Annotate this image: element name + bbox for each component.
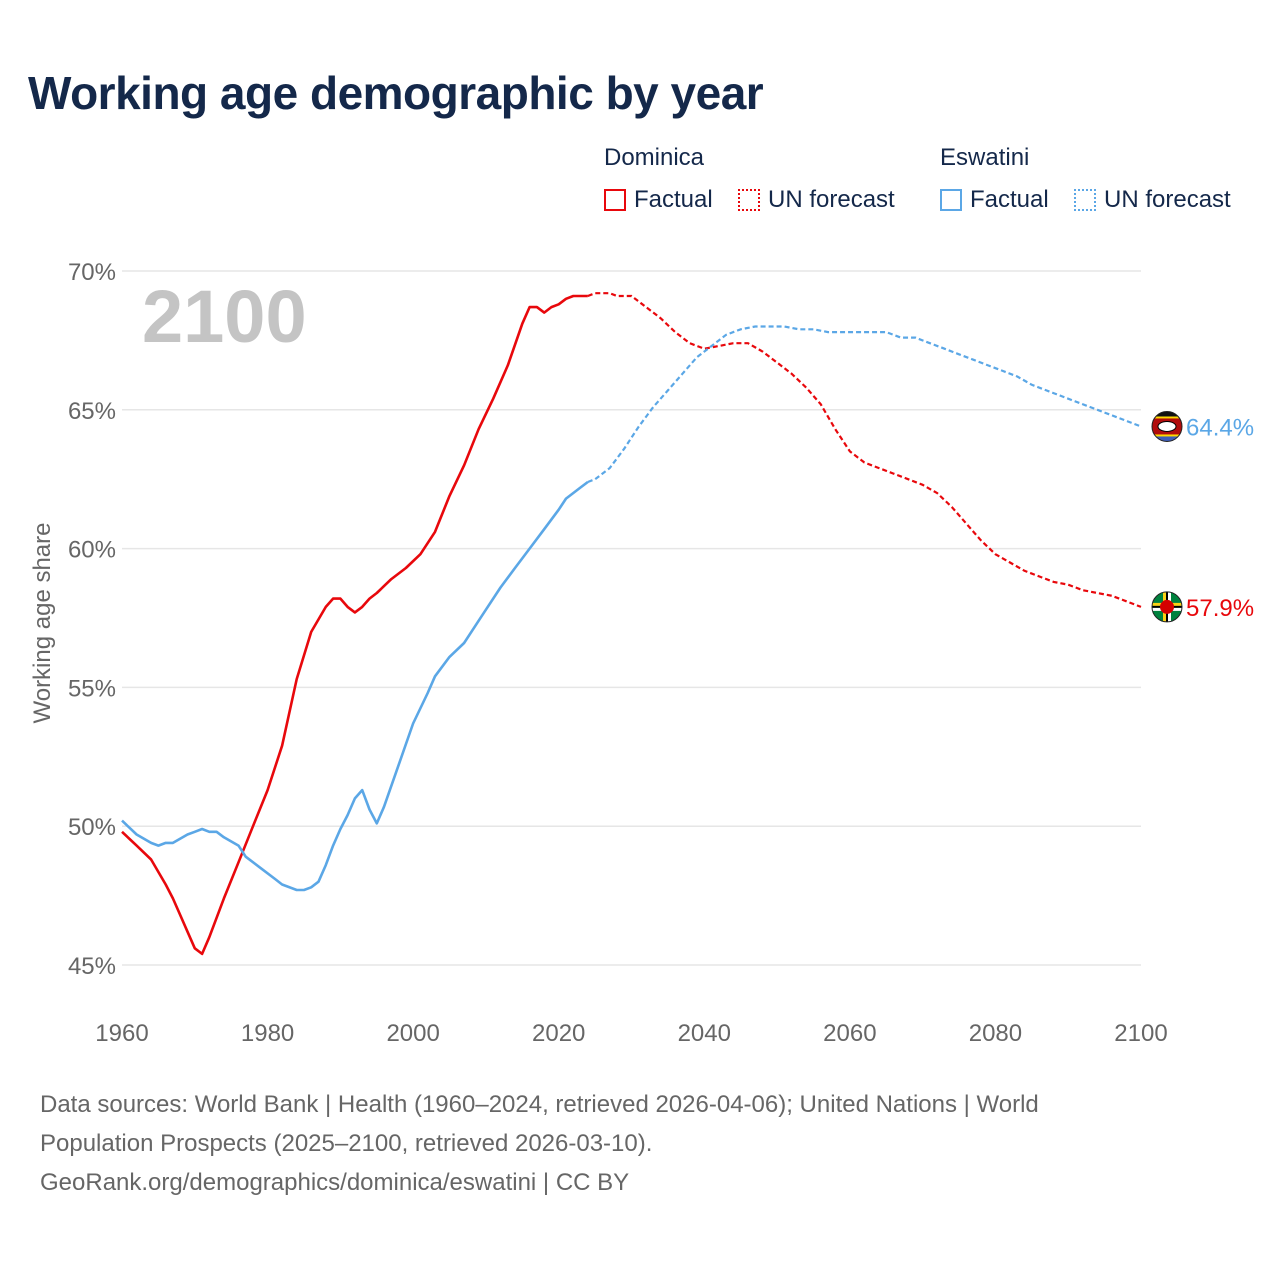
y-tick-label: 70%: [68, 259, 116, 286]
y-axis-label: Working age share: [29, 523, 56, 724]
legend-label-dominica-forecast: UN forecast: [768, 186, 895, 213]
footer-line-3[interactable]: GeoRank.org/demographics/dominica/eswati…: [40, 1169, 630, 1196]
footer: Data sources: World Bank | Health (1960–…: [40, 1085, 1240, 1202]
y-axis: 45% 50% 55% 60% 65% 70%: [68, 259, 116, 980]
y-tick-label: 45%: [68, 953, 116, 980]
x-tick-label: 2060: [823, 1020, 876, 1047]
x-tick-label: 2080: [969, 1020, 1022, 1047]
x-tick-label: 1980: [241, 1020, 294, 1047]
footer-line-1: Data sources: World Bank | Health (1960–…: [40, 1091, 1039, 1118]
series-line-dominica-factual[interactable]: [121, 294, 588, 956]
y-tick-label: 55%: [68, 675, 116, 702]
x-tick-label: 2020: [532, 1020, 585, 1047]
legend-swatch-eswatini-factual: [940, 189, 962, 211]
legend-title-eswatini: Eswatini: [940, 144, 1030, 171]
legend-label-eswatini-factual: Factual: [970, 186, 1049, 213]
legend-entry-dominica-factual[interactable]: Factual: [604, 186, 713, 214]
legend-group-dominica: Dominica Factual UN forecast: [604, 144, 924, 224]
x-tick-label: 1960: [95, 1020, 148, 1047]
legend-entry-eswatini-forecast[interactable]: UN forecast: [1074, 186, 1231, 214]
series-layer: [121, 292, 1142, 956]
series-line-dominica-forecast[interactable]: [587, 292, 1142, 608]
legend-entry-eswatini-factual[interactable]: Factual: [940, 186, 1049, 214]
y-tick-label: 60%: [68, 537, 116, 564]
legend-group-eswatini: Eswatini Factual UN forecast: [940, 144, 1260, 224]
x-tick-label: 2100: [1114, 1020, 1167, 1047]
chart-title: Working age demographic by year: [28, 67, 764, 119]
legend-label-dominica-factual: Factual: [634, 186, 713, 213]
legend-swatch-eswatini-forecast: [1074, 189, 1096, 211]
end-label-eswatini: 64.4%: [1186, 414, 1254, 441]
legend-swatch-dominica-forecast: [738, 189, 760, 211]
grid-lines: [122, 270, 1141, 966]
flag-dominica-icon: [1151, 591, 1183, 623]
y-tick-label: 50%: [68, 814, 116, 841]
end-label-dominica: 57.9%: [1186, 595, 1254, 622]
footer-line-2: Population Prospects (2025–2100, retriev…: [40, 1130, 653, 1157]
line-chart: 2100 45% 50% 55% 60% 65% 70% 1960 1980 2000 2020…: [29, 259, 1254, 1047]
year-watermark: 2100: [142, 275, 307, 358]
legend-entry-dominica-forecast[interactable]: UN forecast: [738, 186, 895, 214]
series-line-eswatini-factual[interactable]: [121, 480, 589, 892]
end-markers: 57.9% 64.4%: [1151, 410, 1254, 623]
x-axis: 1960 1980 2000 2020 2040 2060 2080 2100: [95, 1020, 1167, 1047]
series-line-eswatini-forecast[interactable]: [587, 325, 1142, 484]
x-tick-label: 2000: [386, 1020, 439, 1047]
x-tick-label: 2040: [678, 1020, 731, 1047]
legend-swatch-dominica-factual: [604, 189, 626, 211]
legend-title-dominica: Dominica: [604, 144, 705, 171]
flag-eswatini-icon: [1151, 410, 1183, 442]
legend-label-eswatini-forecast: UN forecast: [1104, 186, 1231, 213]
y-tick-label: 65%: [68, 398, 116, 425]
